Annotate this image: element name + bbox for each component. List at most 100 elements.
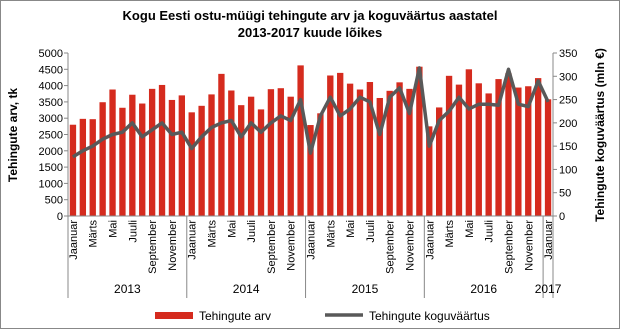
- bar: [356, 89, 364, 216]
- bar: [337, 72, 344, 216]
- chart-title: Kogu Eesti ostu-müügi tehingute arv ja k…: [123, 8, 498, 23]
- bar: [346, 83, 354, 216]
- y2-tick-label: 0: [559, 211, 565, 223]
- legend-label: Tehingute arv: [199, 309, 271, 323]
- y-tick-label: 500: [45, 195, 63, 207]
- x-tick-label: Juuli: [127, 220, 139, 243]
- bar: [416, 66, 423, 216]
- group-label: 2016: [470, 282, 497, 296]
- y2-tick-label: 50: [559, 188, 571, 200]
- y2-tick-label: 300: [559, 71, 577, 83]
- x-tick-label: Jaanuar: [68, 220, 80, 260]
- x-tick-label: Jaanuar: [306, 220, 318, 260]
- x-tick-label: Juuli: [246, 220, 258, 243]
- y2-tick-label: 350: [559, 48, 577, 60]
- y2-tick-label: 200: [559, 118, 577, 130]
- bar: [396, 82, 403, 216]
- chart-subtitle: 2013-2017 kuude lõikes: [238, 25, 383, 40]
- bar: [366, 82, 374, 216]
- y-tick-label: 1500: [39, 162, 63, 174]
- y-tick-label: 0: [57, 211, 63, 223]
- y2-axis-label: Tehingute koguväärtus (mln €): [593, 48, 607, 222]
- x-tick-label: November: [167, 220, 179, 271]
- x-tick-label: Jaanuar: [187, 220, 199, 260]
- bar: [455, 84, 463, 216]
- group-label: 2017: [535, 282, 562, 296]
- bar: [495, 79, 502, 216]
- bar: [238, 105, 245, 216]
- bar: [99, 102, 106, 216]
- y-tick-label: 2000: [39, 146, 63, 158]
- bar: [515, 87, 522, 216]
- group-label: 2013: [114, 282, 141, 296]
- bar: [257, 109, 265, 216]
- bar: [198, 105, 205, 216]
- x-tick-label: September: [503, 220, 515, 274]
- y-tick-label: 5000: [39, 48, 63, 60]
- bar: [534, 78, 542, 217]
- bar: [485, 93, 492, 216]
- x-tick-label: Mai: [226, 220, 238, 238]
- x-tick-label: Märts: [444, 220, 456, 248]
- y-tick-label: 2500: [39, 130, 63, 142]
- bar: [148, 88, 156, 216]
- x-tick-label: Märts: [207, 220, 219, 248]
- bar: [129, 94, 136, 216]
- y-tick-label: 4000: [39, 81, 63, 93]
- x-tick-label: Juuli: [484, 220, 496, 243]
- bar: [247, 96, 255, 216]
- x-tick-label: Märts: [88, 220, 100, 248]
- x-tick-label: Mai: [345, 220, 357, 238]
- x-tick-label: Mai: [464, 220, 476, 238]
- bar: [406, 88, 413, 216]
- bar: [178, 95, 185, 216]
- bar: [436, 107, 443, 216]
- y2-tick-label: 150: [559, 141, 577, 153]
- bar: [79, 118, 87, 216]
- y-tick-label: 1000: [39, 178, 63, 190]
- bar: [505, 73, 512, 216]
- x-tick-label: September: [385, 220, 397, 274]
- y-tick-label: 4500: [39, 64, 63, 76]
- bar: [317, 113, 324, 216]
- legend-label: Tehingute koguväärtus: [369, 309, 490, 323]
- x-tick-label: November: [404, 220, 416, 271]
- y-tick-label: 3500: [39, 97, 63, 109]
- bar: [475, 83, 482, 217]
- x-tick-label: November: [523, 220, 535, 271]
- line: [71, 66, 550, 159]
- bar: [386, 90, 393, 216]
- y2-tick-label: 250: [559, 95, 577, 107]
- x-tick-label: Jaanuar: [543, 220, 555, 260]
- x-tick-label: Juuli: [365, 220, 377, 243]
- bar: [297, 65, 304, 216]
- bar: [525, 86, 532, 216]
- bar: [307, 125, 314, 216]
- bar: [287, 96, 294, 216]
- bar: [168, 99, 176, 216]
- y-tick-label: 3000: [39, 113, 63, 125]
- x-tick-label: Mai: [108, 220, 120, 238]
- x-tick-label: Jaanuar: [424, 220, 436, 260]
- bar: [445, 75, 453, 216]
- bar: [89, 119, 96, 216]
- bar: [267, 89, 275, 216]
- bar: [158, 84, 166, 216]
- bar: [277, 88, 284, 216]
- x-tick-label: November: [286, 220, 298, 271]
- y2-tick-label: 100: [559, 164, 577, 176]
- legend-swatch: [155, 312, 193, 319]
- bar: [465, 69, 473, 216]
- group-label: 2014: [233, 282, 260, 296]
- bar: [188, 112, 195, 216]
- bar: [327, 75, 334, 216]
- bar: [139, 103, 146, 216]
- group-label: 2015: [352, 282, 379, 296]
- x-tick-label: September: [266, 220, 278, 274]
- bar: [376, 97, 383, 216]
- bar: [109, 89, 116, 216]
- x-tick-label: Märts: [325, 220, 337, 248]
- x-tick-label: September: [147, 220, 159, 274]
- bar: [208, 94, 215, 216]
